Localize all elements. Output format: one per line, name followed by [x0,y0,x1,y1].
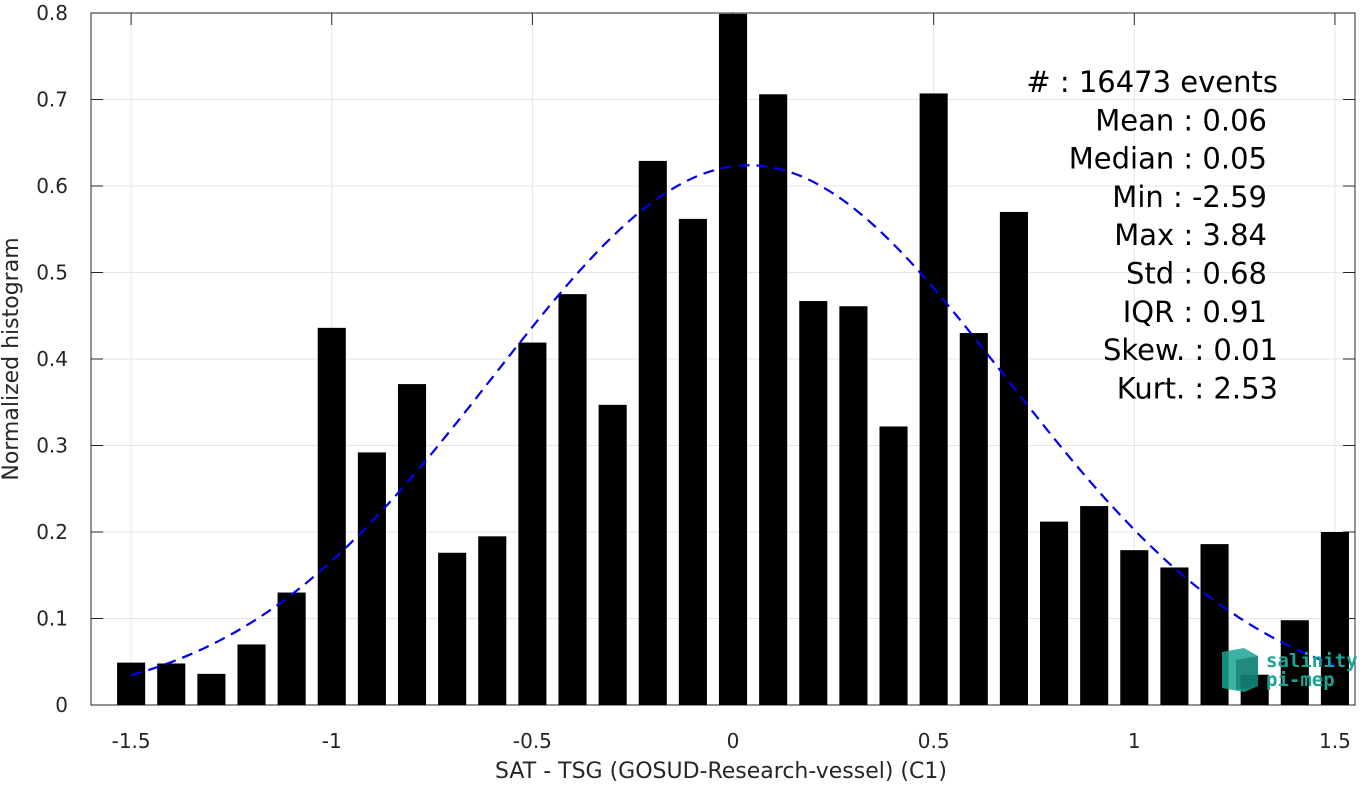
stat-line: Max : 3.84 [1114,218,1267,252]
histogram-bar [959,333,988,705]
histogram-bar [1320,532,1349,705]
histogram-bar [518,342,547,705]
histogram-bar [1120,550,1149,705]
y-tick-label: 0.6 [36,174,68,198]
y-tick-label: 0.3 [36,434,68,458]
histogram-bar [1160,567,1189,705]
x-tick-label: 1 [1128,729,1141,753]
histogram-bar [1080,506,1109,705]
y-tick-label: 0.2 [36,520,68,544]
histogram-bar [197,673,226,705]
x-tick-label: -1.5 [112,729,151,753]
bars [117,13,1349,706]
stat-line: IQR : 0.91 [1123,295,1267,329]
histogram-bar [678,218,707,705]
stat-line: Mean : 0.06 [1095,103,1267,137]
histogram-bar [879,426,908,705]
y-tick-label: 0.4 [36,347,68,371]
stat-line: Kurt. : 2.53 [1117,371,1278,405]
histogram-bar [638,160,667,706]
histogram-bar [157,663,186,705]
y-tick-label: 0.7 [36,88,68,112]
tick-labels: -1.5 -1 -0.5 0 0.5 1 1.5 0 0.1 0.2 0.3 0.4 0.5 0.6 0.7… [36,1,1351,753]
x-axis-label: SAT - TSG (GOSUD-Research-vessel) (C1) [495,759,947,784]
y-tick-label: 0 [55,693,68,717]
logo-line1: salinity [1266,650,1358,672]
x-tick-label: 1.5 [1319,729,1351,753]
stat-line: Min : -2.59 [1112,180,1267,214]
logo-mark-shade-icon [1236,656,1258,690]
histogram-bar [839,306,868,705]
histogram-bar [317,327,346,705]
x-tick-label: 0 [727,729,740,753]
y-tick-label: 0.5 [36,261,68,285]
histogram-bar [1280,620,1309,705]
histogram-bar [718,13,748,706]
histogram-bar [759,94,788,705]
histogram-bar [237,644,266,705]
histogram-bar [598,404,627,705]
histogram-bar [397,384,427,705]
x-tick-label: -0.5 [513,729,552,753]
histogram-bar [1040,521,1069,705]
y-axis-label: Normalized histogram [0,237,24,480]
x-tick-label: 0.5 [918,729,950,753]
histogram-bar [999,211,1028,705]
stat-line: Skew. : 0.01 [1103,333,1278,367]
histogram-bar [438,552,467,705]
stat-line: Median : 0.05 [1069,142,1267,176]
histogram-bar [277,592,306,705]
salinity-pi-mep-logo: salinity pi-mep [1222,648,1358,692]
histogram-bar [558,294,587,705]
histogram-bar [117,662,146,705]
histogram-bar [478,536,507,705]
stats-box: # : 16473 events Mean : 0.06 Median : 0.05… [1026,65,1278,405]
histogram-bar [799,301,828,705]
logo-line2: pi-mep [1266,669,1335,691]
stat-line: Std : 0.68 [1126,257,1267,291]
y-tick-label: 0.1 [36,607,68,631]
histogram-bar [919,93,948,705]
x-tick-label: -1 [322,729,342,753]
stat-line: # : 16473 events [1026,65,1278,99]
histogram-bar [357,452,386,705]
y-tick-label: 0.8 [36,1,68,25]
